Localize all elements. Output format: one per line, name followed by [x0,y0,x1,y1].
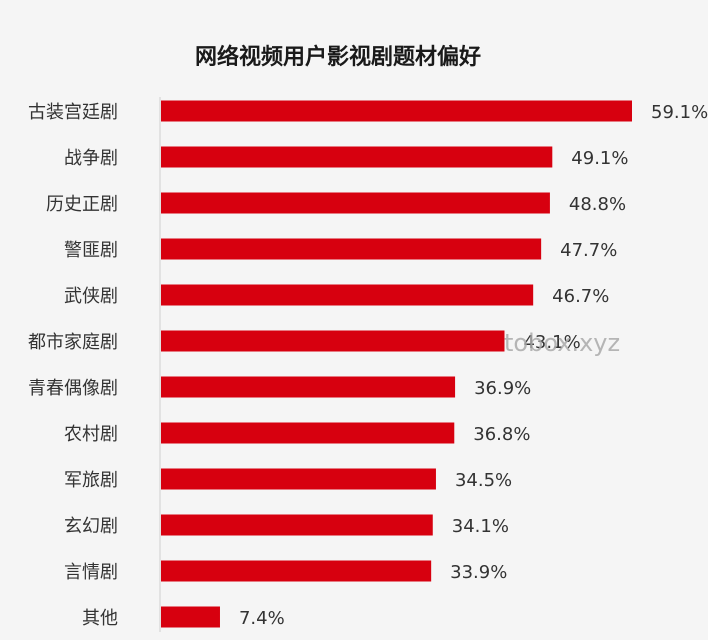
category-label: 青春偶像剧 [28,378,118,399]
value-label: 33.9% [450,562,507,583]
bar [161,238,542,260]
bar [161,514,433,536]
bar [161,330,505,352]
bar [161,560,432,582]
category-label: 其他 [82,608,118,629]
bar [161,100,632,122]
bar [161,376,456,398]
category-label: 警匪剧 [64,240,118,261]
value-label: 7.4% [239,608,285,629]
value-label: 46.7% [552,286,609,307]
bars-group: 古装宫廷剧 59.1% 战争剧 49.1% 历史正剧 48.8% 警匪剧 47.7% 武侠剧 46… [28,100,708,629]
category-label: 都市家庭剧 [28,332,118,353]
value-label: 49.1% [571,148,628,169]
bar [161,606,220,628]
value-label: 47.7% [560,240,617,261]
value-label: 34.1% [452,516,509,537]
bar [161,468,436,490]
category-label: 战争剧 [64,148,118,169]
value-label: 48.8% [569,194,626,215]
category-label: 言情剧 [64,562,118,583]
value-label: 36.9% [474,378,531,399]
value-label: 34.5% [455,470,512,491]
category-label: 武侠剧 [64,286,118,307]
bar [161,146,553,168]
bar [161,422,455,444]
category-label: 玄幻剧 [64,516,118,537]
watermark-text: tobox.xyz [504,329,620,357]
value-label: 59.1% [651,102,708,123]
bar [161,192,550,214]
category-label: 军旅剧 [64,470,118,491]
value-label: 43.1% [523,332,580,353]
chart-title: 网络视频用户影视剧题材偏好 [195,44,481,70]
bar [161,284,534,306]
category-label: 历史正剧 [46,194,118,215]
category-label: 农村剧 [64,424,118,445]
category-label: 古装宫廷剧 [28,102,118,123]
value-label: 36.8% [473,424,530,445]
